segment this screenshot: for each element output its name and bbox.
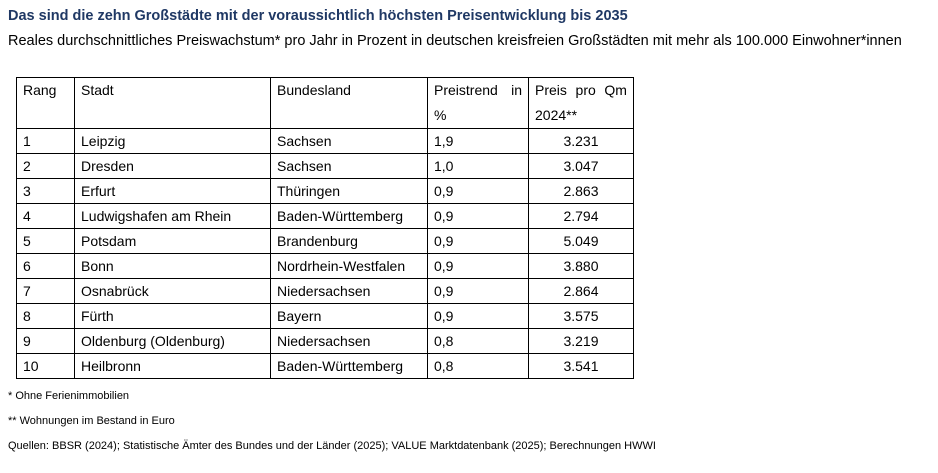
header-preis-word2: pro xyxy=(575,82,596,98)
cell-stadt: Fürth xyxy=(74,303,271,329)
cell-bundesland: Baden-Württemberg xyxy=(270,203,428,229)
header-preistrend-line2: % xyxy=(434,107,447,123)
page-subtitle: Reales durchschnittliches Preiswachstum*… xyxy=(8,33,902,49)
footnote-wohnungen: ** Wohnungen im Bestand in Euro xyxy=(8,415,175,427)
cell-stadt: Leipzig xyxy=(74,128,271,154)
cell-stadt: Heilbronn xyxy=(74,353,271,379)
page-title: Das sind die zehn Großstädte mit der vor… xyxy=(8,8,628,24)
cell-preistrend: 1,0 xyxy=(427,153,529,179)
cell-preistrend: 0,9 xyxy=(427,303,529,329)
cell-preistrend: 1,9 xyxy=(427,128,529,154)
table-row: 2 Dresden Sachsen 1,0 3.047 xyxy=(16,153,634,179)
cell-rang: 5 xyxy=(16,228,75,254)
table-row: 9 Oldenburg (Oldenburg) Niedersachsen 0,… xyxy=(16,328,634,354)
cell-bundesland: Niedersachsen xyxy=(270,328,428,354)
header-preistrend-word2: in xyxy=(511,82,522,98)
cell-stadt: Osnabrück xyxy=(74,278,271,304)
cell-rang: 4 xyxy=(16,203,75,229)
cell-preistrend: 0,9 xyxy=(427,203,529,229)
cell-bundesland: Brandenburg xyxy=(270,228,428,254)
footnote-ferienimmobilien: * Ohne Ferienimmobilien xyxy=(8,390,130,402)
table-row: 10 Heilbronn Baden-Württemberg 0,8 3.541 xyxy=(16,353,634,379)
cell-rang: 10 xyxy=(16,353,75,379)
cell-preis: 5.049 xyxy=(528,228,634,254)
cell-preis: 2.794 xyxy=(528,203,634,229)
cell-bundesland: Sachsen xyxy=(270,128,428,154)
table-row: 6 Bonn Nordrhein-Westfalen 0,9 3.880 xyxy=(16,253,634,279)
header-preistrend: Preistrend in % xyxy=(427,77,529,129)
table-row: 8 Fürth Bayern 0,9 3.575 xyxy=(16,303,634,329)
cell-preistrend: 0,8 xyxy=(427,328,529,354)
table-row: 1 Leipzig Sachsen 1,9 3.231 xyxy=(16,128,634,154)
cell-preis: 3.541 xyxy=(528,353,634,379)
cell-stadt: Potsdam xyxy=(74,228,271,254)
header-rang: Rang xyxy=(16,77,75,129)
cell-bundesland: Baden-Württemberg xyxy=(270,353,428,379)
cell-bundesland: Bayern xyxy=(270,303,428,329)
header-stadt-label: Stadt xyxy=(81,82,114,98)
cell-stadt: Erfurt xyxy=(74,178,271,204)
table-row: 3 Erfurt Thüringen 0,9 2.863 xyxy=(16,178,634,204)
header-preistrend-line1: Preistrend in xyxy=(434,78,522,103)
cell-rang: 2 xyxy=(16,153,75,179)
cell-bundesland: Nordrhein-Westfalen xyxy=(270,253,428,279)
header-preis: Preis pro Qm 2024** xyxy=(528,77,634,129)
cell-preis: 3.047 xyxy=(528,153,634,179)
cell-preis: 2.864 xyxy=(528,278,634,304)
cell-bundesland: Niedersachsen xyxy=(270,278,428,304)
cell-stadt: Ludwigshafen am Rhein xyxy=(74,203,271,229)
cell-bundesland: Sachsen xyxy=(270,153,428,179)
cell-preistrend: 0,9 xyxy=(427,253,529,279)
header-rang-label: Rang xyxy=(23,82,57,98)
cell-preistrend: 0,8 xyxy=(427,353,529,379)
cell-rang: 7 xyxy=(16,278,75,304)
cell-stadt: Dresden xyxy=(74,153,271,179)
cell-preis: 3.880 xyxy=(528,253,634,279)
cell-preistrend: 0,9 xyxy=(427,278,529,304)
cell-stadt: Oldenburg (Oldenburg) xyxy=(74,328,271,354)
table-row: 7 Osnabrück Niedersachsen 0,9 2.864 xyxy=(16,278,634,304)
table-row: 5 Potsdam Brandenburg 0,9 5.049 xyxy=(16,228,634,254)
header-bundesland: Bundesland xyxy=(270,77,428,129)
cell-stadt: Bonn xyxy=(74,253,271,279)
cell-rang: 8 xyxy=(16,303,75,329)
cell-rang: 1 xyxy=(16,128,75,154)
header-preis-line1: Preis pro Qm xyxy=(535,78,627,103)
cell-rang: 6 xyxy=(16,253,75,279)
ranking-table: Rang Stadt Bundesland Preistrend in % Pr… xyxy=(16,77,634,379)
table-row: 4 Ludwigshafen am Rhein Baden-Württember… xyxy=(16,203,634,229)
cell-rang: 9 xyxy=(16,328,75,354)
cell-rang: 3 xyxy=(16,178,75,204)
sources-note: Quellen: BBSR (2024); Statistische Ämter… xyxy=(8,440,656,452)
header-bundesland-label: Bundesland xyxy=(277,82,351,98)
cell-bundesland: Thüringen xyxy=(270,178,428,204)
header-preis-word3: Qm xyxy=(604,82,627,98)
cell-preistrend: 0,9 xyxy=(427,228,529,254)
cell-preis: 3.231 xyxy=(528,128,634,154)
header-preistrend-word1: Preistrend xyxy=(434,82,498,98)
header-stadt: Stadt xyxy=(74,77,271,129)
header-preis-line2: 2024** xyxy=(535,107,578,123)
cell-preis: 3.219 xyxy=(528,328,634,354)
table-header-row: Rang Stadt Bundesland Preistrend in % Pr… xyxy=(16,77,634,129)
header-preis-word1: Preis xyxy=(535,82,567,98)
cell-preis: 3.575 xyxy=(528,303,634,329)
cell-preistrend: 0,9 xyxy=(427,178,529,204)
cell-preis: 2.863 xyxy=(528,178,634,204)
